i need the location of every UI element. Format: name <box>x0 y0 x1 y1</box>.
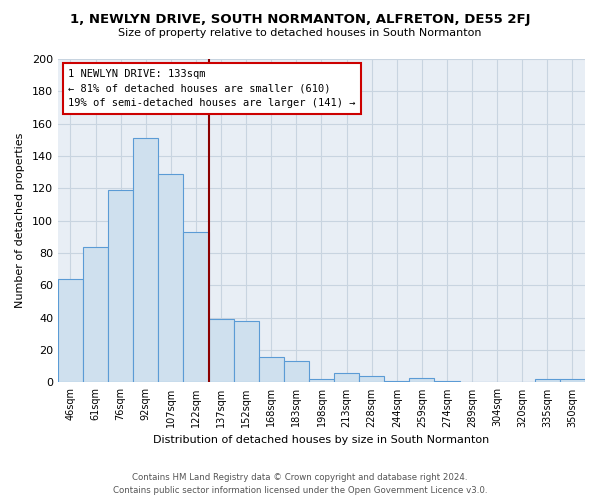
Bar <box>434 381 460 382</box>
Y-axis label: Number of detached properties: Number of detached properties <box>15 133 25 308</box>
Bar <box>133 138 158 382</box>
Text: Size of property relative to detached houses in South Normanton: Size of property relative to detached ho… <box>118 28 482 38</box>
Bar <box>284 362 309 382</box>
Bar <box>560 379 585 382</box>
Bar <box>535 379 560 382</box>
Bar <box>334 372 359 382</box>
Bar <box>359 376 384 382</box>
Bar <box>184 232 209 382</box>
Bar <box>309 379 334 382</box>
Bar <box>158 174 184 382</box>
Text: 1 NEWLYN DRIVE: 133sqm
← 81% of detached houses are smaller (610)
19% of semi-de: 1 NEWLYN DRIVE: 133sqm ← 81% of detached… <box>68 68 356 108</box>
Text: 1, NEWLYN DRIVE, SOUTH NORMANTON, ALFRETON, DE55 2FJ: 1, NEWLYN DRIVE, SOUTH NORMANTON, ALFRET… <box>70 12 530 26</box>
Bar <box>409 378 434 382</box>
Bar <box>83 246 108 382</box>
Bar <box>259 356 284 382</box>
Bar <box>58 279 83 382</box>
Text: Contains HM Land Registry data © Crown copyright and database right 2024.
Contai: Contains HM Land Registry data © Crown c… <box>113 474 487 495</box>
Bar <box>209 320 233 382</box>
Bar <box>384 381 409 382</box>
Bar <box>233 321 259 382</box>
Bar <box>108 190 133 382</box>
X-axis label: Distribution of detached houses by size in South Normanton: Distribution of detached houses by size … <box>154 435 490 445</box>
